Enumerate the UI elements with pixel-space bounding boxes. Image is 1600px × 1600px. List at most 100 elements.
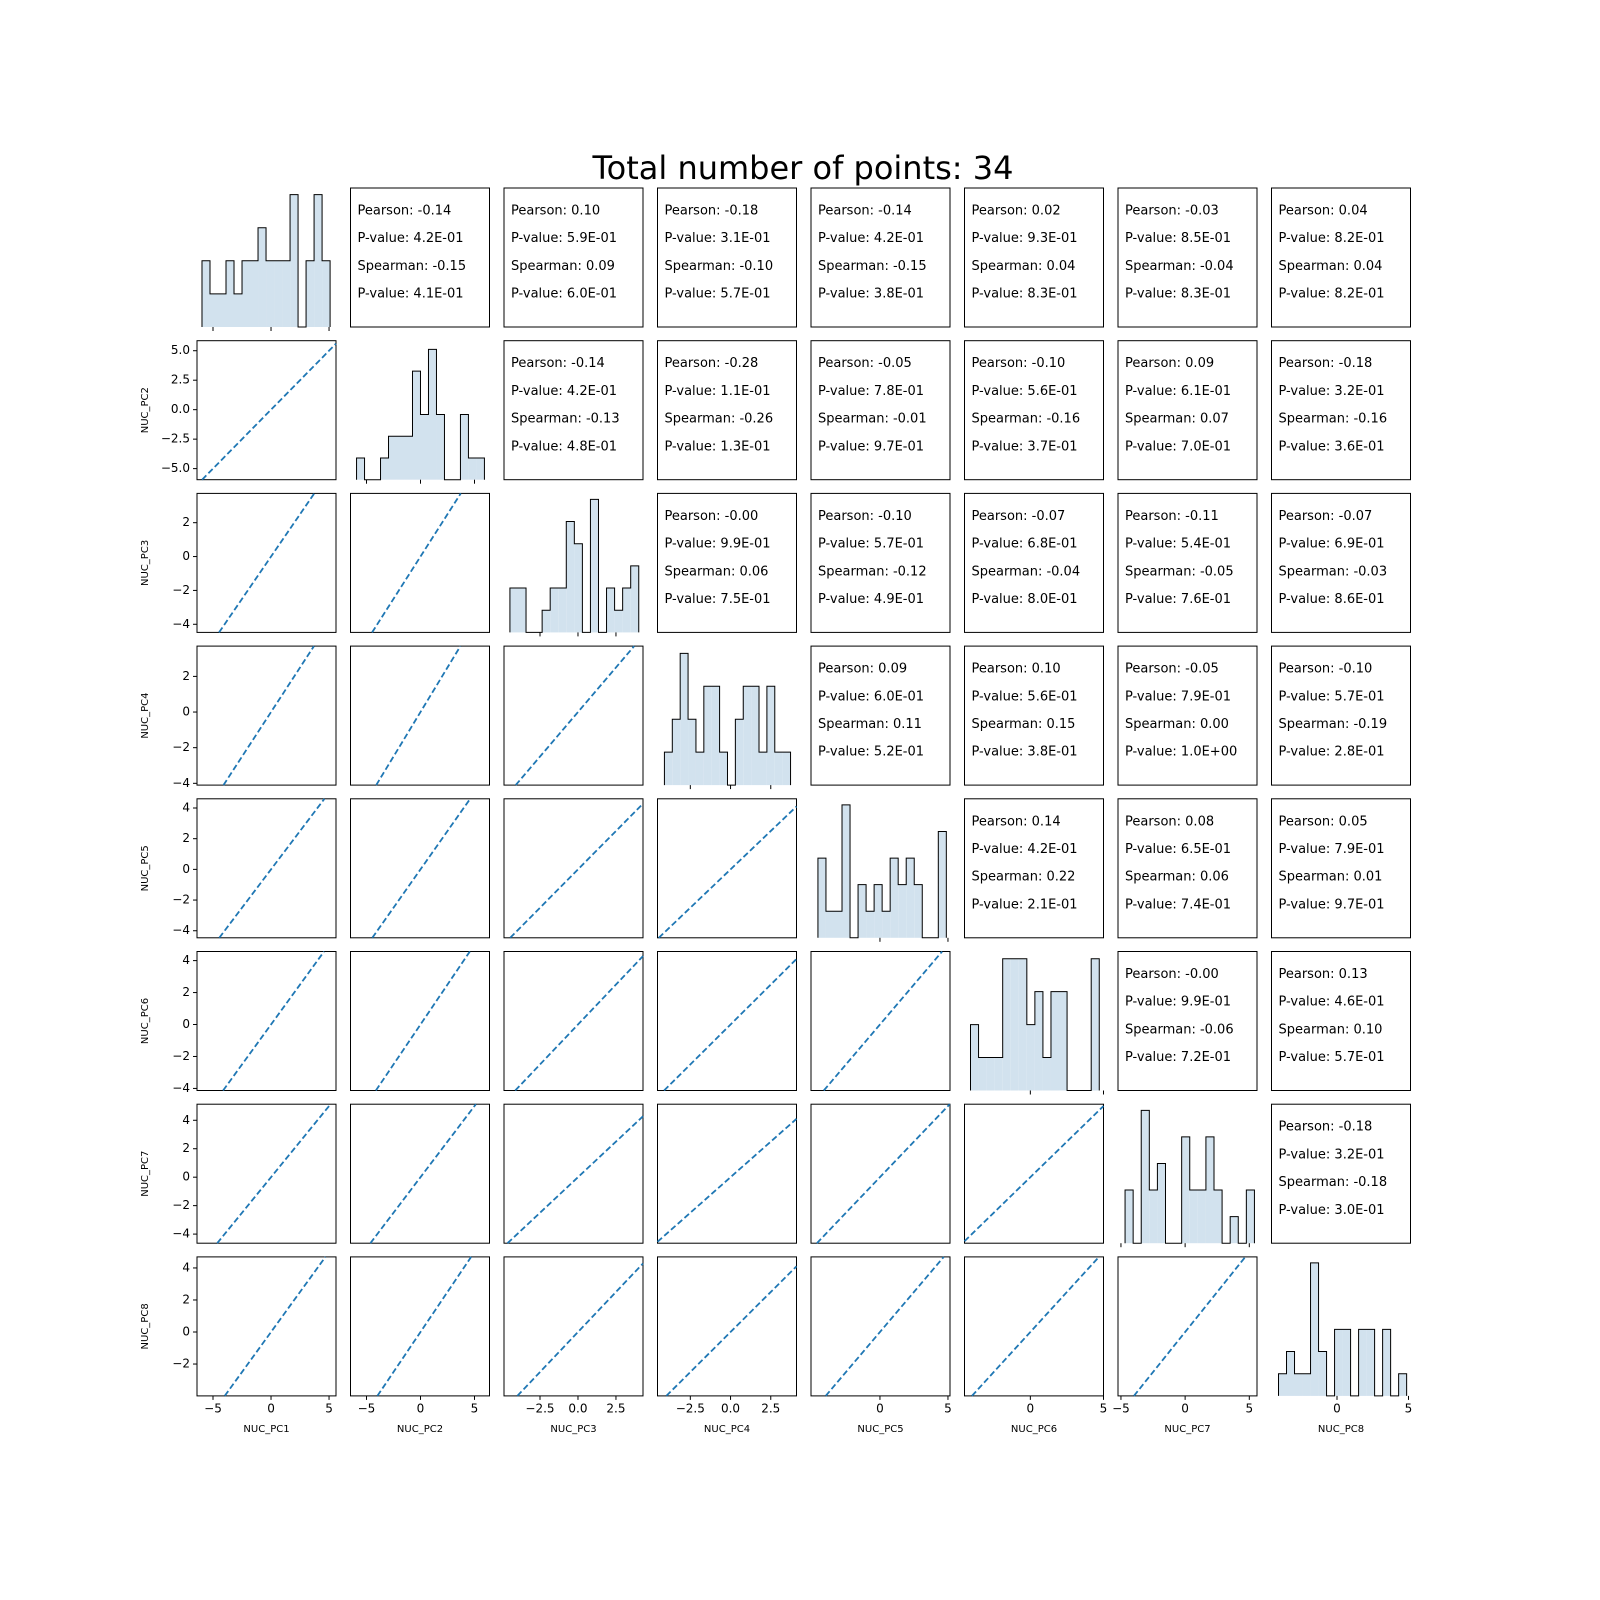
hist-bar bbox=[874, 884, 883, 938]
y-tick-label: 0 bbox=[182, 1017, 190, 1031]
panel-frame bbox=[657, 1256, 797, 1397]
panel-frame bbox=[1117, 1256, 1258, 1397]
stat-text: P-value: 5.6E-01 bbox=[972, 384, 1078, 399]
hist-bar bbox=[509, 588, 518, 633]
y-tick-label: 2 bbox=[182, 831, 190, 845]
stat-text: P-value: 3.1E-01 bbox=[665, 231, 771, 246]
stat-text: P-value: 3.6E-01 bbox=[1279, 439, 1385, 454]
stat-text: Spearman: 0.15 bbox=[972, 717, 1076, 732]
hist-bar bbox=[842, 804, 851, 938]
x-axis-label: NUC_PC7 bbox=[1164, 1424, 1210, 1435]
hist-bar bbox=[695, 752, 704, 786]
hist-bar bbox=[759, 752, 767, 786]
y-tick-label: 2 bbox=[182, 985, 190, 999]
x-tick-label: 0.0 bbox=[721, 1401, 740, 1415]
identity-line bbox=[376, 1256, 472, 1397]
y-tick-label: −2 bbox=[172, 1357, 190, 1371]
stat-text: P-value: 7.4E-01 bbox=[1125, 897, 1231, 912]
stat-text: Spearman: 0.10 bbox=[1279, 1022, 1383, 1037]
hist-bar bbox=[970, 1024, 979, 1091]
stat-text: Pearson: -0.10 bbox=[1279, 662, 1373, 677]
stat-text: P-value: 6.0E-01 bbox=[818, 689, 924, 704]
panel-frame bbox=[810, 1256, 951, 1397]
stat-text: P-value: 5.2E-01 bbox=[818, 745, 924, 760]
x-axis-label: NUC_PC1 bbox=[243, 1424, 289, 1435]
y-tick-label: −2 bbox=[172, 893, 190, 907]
hist-bar bbox=[476, 457, 485, 480]
stat-text: Spearman: -0.13 bbox=[511, 412, 620, 427]
y-tick-label: 0.0 bbox=[171, 402, 190, 416]
hist-bar bbox=[1018, 958, 1027, 1091]
identity-line bbox=[509, 803, 644, 939]
hist-bar bbox=[412, 371, 421, 480]
hist-bar bbox=[1318, 1351, 1327, 1396]
stat-text: P-value: 6.0E-01 bbox=[511, 287, 617, 302]
stat-text: Pearson: -0.28 bbox=[665, 356, 759, 371]
stat-text: P-value: 3.8E-01 bbox=[818, 287, 924, 302]
x-tick-label: 0.0 bbox=[568, 1401, 587, 1415]
hist-bar bbox=[1010, 958, 1019, 1091]
identity-line bbox=[218, 798, 326, 939]
chart-title: Total number of points: 34 bbox=[592, 149, 1014, 187]
stat-text: Spearman: -0.15 bbox=[358, 259, 467, 274]
x-tick-label: 5 bbox=[944, 1401, 952, 1415]
panel-frame bbox=[503, 951, 644, 1091]
stat-text: Spearman: -0.12 bbox=[818, 564, 927, 579]
hist-bar bbox=[817, 858, 826, 938]
identity-line bbox=[222, 950, 325, 1092]
identity-line bbox=[963, 1105, 1105, 1242]
stat-text: P-value: 6.1E-01 bbox=[1125, 384, 1231, 399]
stat-text: P-value: 4.9E-01 bbox=[818, 592, 924, 607]
hist-bar bbox=[468, 457, 477, 480]
hist-bar bbox=[1342, 1329, 1351, 1396]
x-tick-label: −2.5 bbox=[525, 1401, 554, 1415]
panel-frame bbox=[196, 1103, 337, 1244]
hist-bar bbox=[1125, 1190, 1134, 1244]
hist-bar bbox=[242, 260, 251, 327]
identity-line bbox=[816, 1103, 951, 1244]
stat-text: P-value: 4.2E-01 bbox=[818, 231, 924, 246]
stat-text: P-value: 3.0E-01 bbox=[1279, 1203, 1385, 1218]
panel-frame bbox=[810, 1103, 951, 1244]
hist-bar bbox=[719, 752, 728, 786]
y-tick-label: −4 bbox=[172, 923, 190, 937]
hist-bar bbox=[1034, 991, 1043, 1091]
stat-text: P-value: 8.2E-01 bbox=[1279, 287, 1385, 302]
panel-frame bbox=[1117, 645, 1258, 786]
hist-bar bbox=[209, 293, 219, 327]
y-axis-label: NUC_PC8 bbox=[140, 1303, 151, 1349]
hist-outline bbox=[356, 348, 485, 481]
hist-bar bbox=[858, 884, 867, 938]
stat-text: P-value: 5.9E-01 bbox=[511, 231, 617, 246]
hist-bar bbox=[672, 719, 681, 786]
panel-frame bbox=[196, 645, 337, 786]
stat-text: Pearson: -0.10 bbox=[818, 509, 912, 524]
stat-text: P-value: 7.5E-01 bbox=[665, 592, 771, 607]
y-tick-label: 0 bbox=[182, 1325, 190, 1339]
stat-text: Pearson: 0.05 bbox=[1279, 814, 1368, 829]
hist-bar bbox=[1026, 1024, 1035, 1091]
hist-bar bbox=[396, 436, 405, 480]
stat-text: P-value: 6.5E-01 bbox=[1125, 842, 1231, 857]
stat-text: Pearson: -0.07 bbox=[1279, 509, 1373, 524]
panel-frame bbox=[503, 1103, 644, 1244]
hist-bar bbox=[1230, 1216, 1239, 1244]
identity-line bbox=[971, 1256, 1100, 1397]
panel-frame bbox=[350, 645, 490, 786]
hist-bar bbox=[743, 686, 752, 786]
y-tick-label: −4 bbox=[172, 617, 190, 631]
x-axis-label: NUC_PC6 bbox=[1011, 1424, 1057, 1435]
hist-bar bbox=[218, 293, 227, 327]
identity-line bbox=[506, 1115, 644, 1244]
y-tick-label: −2 bbox=[172, 583, 190, 597]
hist-outline bbox=[969, 958, 1100, 1091]
stat-text: P-value: 9.7E-01 bbox=[818, 439, 924, 454]
identity-line bbox=[371, 492, 462, 633]
hist-bar bbox=[404, 436, 413, 480]
stat-text: P-value: 7.2E-01 bbox=[1125, 1050, 1231, 1065]
hist-bar bbox=[664, 752, 673, 786]
hist-bar bbox=[322, 260, 331, 327]
hist-bar bbox=[890, 858, 899, 938]
y-tick-label: −4 bbox=[172, 1227, 190, 1241]
stat-text: Pearson: 0.08 bbox=[1125, 814, 1214, 829]
